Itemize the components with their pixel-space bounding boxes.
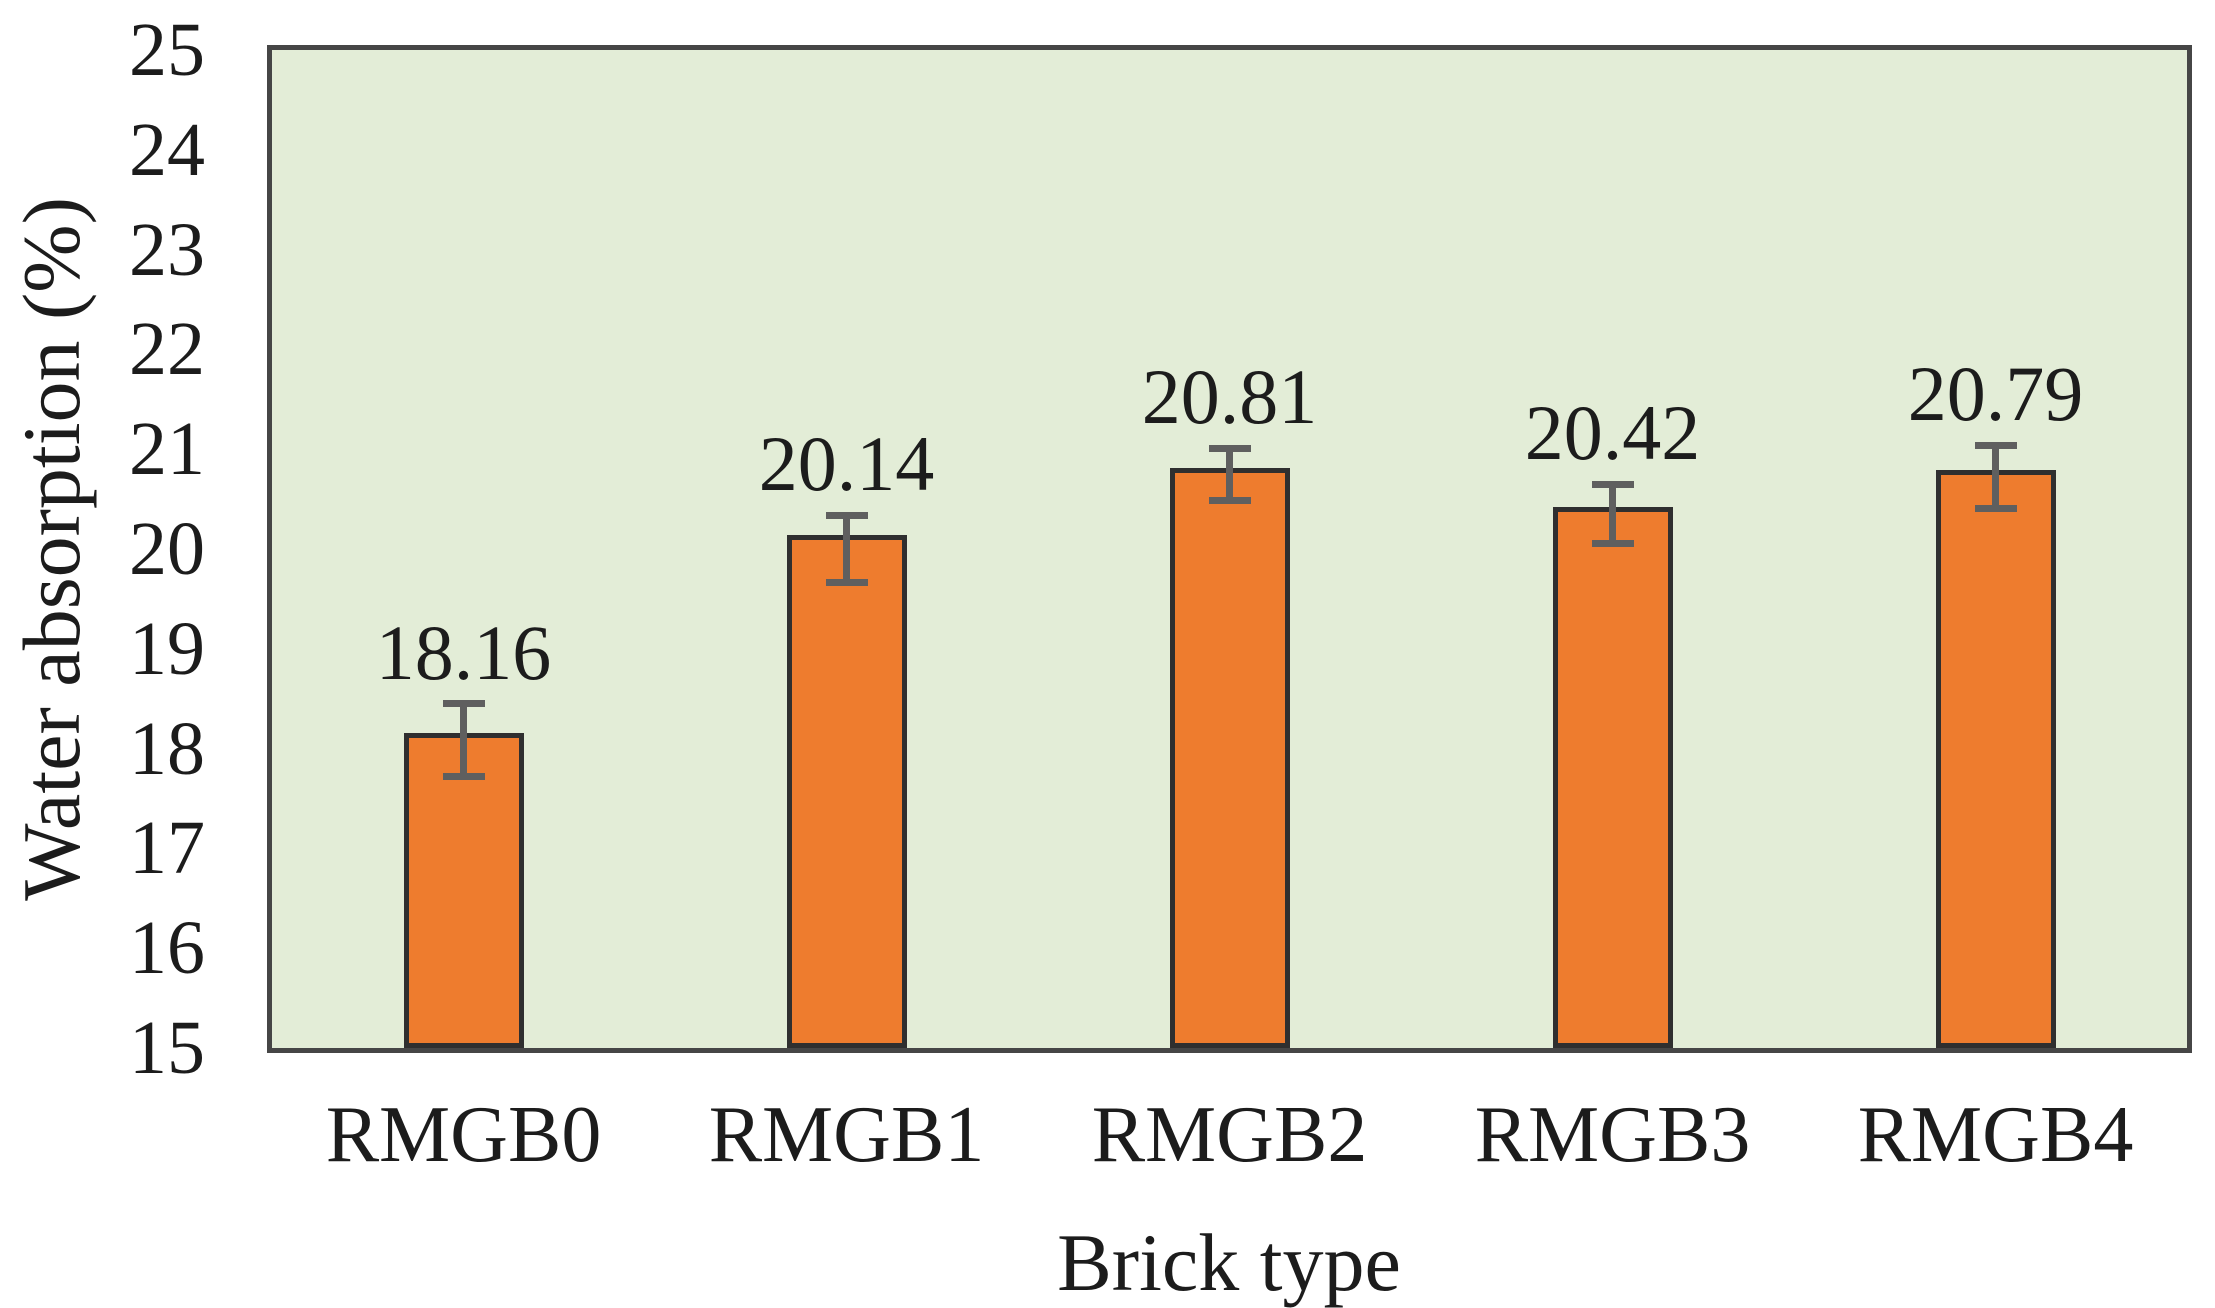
error-bar-cap-bottom-RMGB3 [1592,540,1634,547]
bar-RMGB2 [1170,468,1290,1048]
error-bar-cap-bottom-RMGB2 [1209,497,1251,504]
error-bar-cap-top-RMGB3 [1592,481,1634,488]
error-bar-line-RMGB4 [1992,445,1999,508]
error-bar-line-RMGB2 [1226,448,1233,500]
bar-RMGB4 [1936,470,2056,1048]
y-tick-label-15: 15 [0,1003,205,1093]
y-tick-label-21: 21 [0,404,205,494]
bar-value-label-RMGB1: 20.14 [627,425,1067,503]
y-tick-label-20: 20 [0,504,205,594]
y-tick-label-17: 17 [0,803,205,893]
bar-value-label-RMGB2: 20.81 [1010,358,1450,436]
error-bar-cap-bottom-RMGB0 [443,773,485,780]
bar-value-label-RMGB3: 20.42 [1393,394,1833,472]
x-axis-title: Brick type [1057,1222,1401,1304]
error-bar-line-RMGB1 [843,515,850,583]
error-bar-cap-bottom-RMGB1 [826,579,868,586]
y-tick-label-24: 24 [0,105,205,195]
error-bar-line-RMGB0 [460,704,467,777]
error-bar-cap-top-RMGB2 [1209,445,1251,452]
error-bar-cap-top-RMGB0 [443,700,485,707]
y-tick-label-25: 25 [0,5,205,95]
error-bar-cap-top-RMGB4 [1975,442,2017,449]
bar-value-label-RMGB4: 20.79 [1776,355,2215,433]
error-bar-line-RMGB3 [1609,484,1616,543]
y-tick-label-23: 23 [0,205,205,295]
y-tick-label-16: 16 [0,903,205,993]
bar-value-label-RMGB0: 18.16 [244,614,684,692]
bar-RMGB3 [1553,507,1673,1048]
bar-RMGB1 [787,535,907,1048]
y-tick-label-18: 18 [0,704,205,794]
error-bar-cap-bottom-RMGB4 [1975,505,2017,512]
error-bar-cap-top-RMGB1 [826,512,868,519]
x-tick-label-RMGB4: RMGB4 [1766,1095,2215,1175]
y-tick-label-22: 22 [0,304,205,394]
y-tick-label-19: 19 [0,604,205,694]
